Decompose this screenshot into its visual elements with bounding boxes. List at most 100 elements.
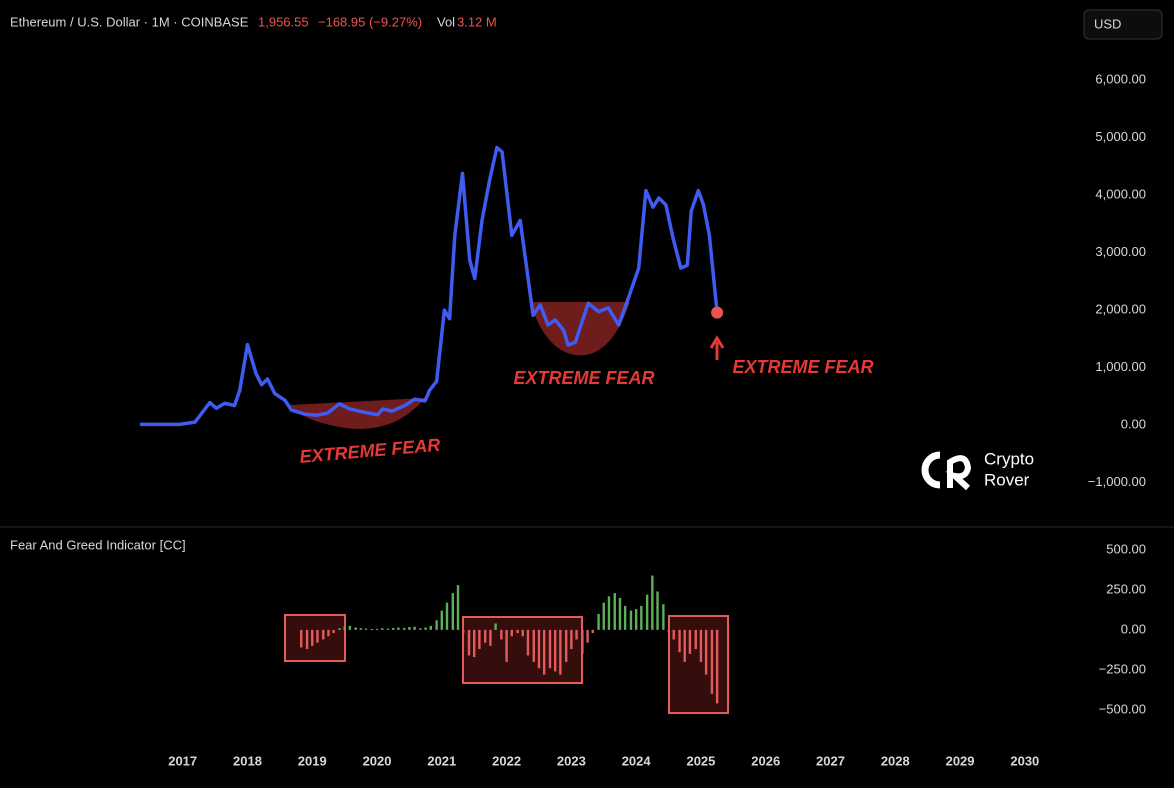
bar: [613, 593, 616, 630]
bar: [570, 629, 573, 650]
bar: [516, 629, 519, 634]
bar: [602, 602, 605, 630]
bar: [472, 629, 476, 658]
watermark: Crypto: [984, 449, 1034, 468]
bar: [694, 629, 697, 650]
bar: [537, 629, 541, 669]
bar: [656, 591, 659, 630]
bar: [688, 629, 692, 654]
bar: [559, 629, 562, 675]
x-tick-label: 2026: [751, 753, 780, 768]
bar: [489, 629, 492, 646]
y-tick-label: 250.00: [1106, 581, 1146, 596]
bar: [327, 629, 330, 637]
currency[interactable]: USD: [1094, 16, 1121, 31]
bar: [403, 627, 406, 630]
bar: [338, 628, 341, 630]
logo: [921, 451, 972, 491]
bar: [332, 629, 335, 634]
extreme-fear-shapes: [284, 302, 729, 714]
bar: [667, 629, 670, 632]
bar: [359, 628, 363, 630]
bar: [413, 626, 416, 630]
bar: [564, 629, 568, 662]
x-tick-label: 2019: [298, 753, 327, 768]
bar: [586, 629, 589, 643]
bar: [419, 628, 422, 630]
bar: [354, 627, 357, 630]
bar: [662, 604, 665, 630]
bar: [316, 629, 319, 643]
bar: [445, 602, 449, 630]
bar: [640, 605, 643, 630]
bar: [343, 626, 346, 630]
bar: [699, 629, 703, 662]
fear-zone: [290, 398, 425, 429]
bar: [370, 629, 374, 631]
bar: [305, 629, 309, 650]
y-tick-label: 6,000.00: [1095, 72, 1146, 87]
bar: [364, 628, 368, 630]
currency-button[interactable]: [1083, 9, 1163, 40]
bar: [435, 620, 438, 630]
bar: [683, 629, 686, 662]
bar: [553, 629, 557, 672]
bar: [618, 597, 622, 630]
bar: [392, 627, 395, 630]
price-line: [139, 145, 719, 427]
logo-icon: [921, 451, 941, 489]
y-tick-label: 5,000.00: [1095, 129, 1146, 144]
bar: [634, 609, 638, 630]
y-tick-label: −1,000.00: [1088, 474, 1146, 489]
indicator-title: Fear And Greed Indicator [CC]: [10, 537, 186, 552]
bar: [526, 629, 530, 656]
arrow: [709, 335, 725, 360]
fear-box: [462, 616, 583, 684]
y-tick-label: 4,000.00: [1095, 187, 1146, 202]
x-tick-label: 2028: [881, 753, 910, 768]
bar: [408, 626, 411, 630]
x-tick-label: 2022: [492, 753, 521, 768]
x-tick-label: 2018: [233, 753, 262, 768]
last-price-dot: [711, 306, 724, 319]
bar: [607, 596, 611, 630]
vol-label: Vol: [437, 14, 455, 29]
bar: [575, 629, 578, 640]
bar: [484, 629, 487, 643]
bar: [542, 629, 546, 675]
bar: [591, 629, 594, 634]
bar: [704, 629, 708, 675]
vol: 3.12 M: [457, 14, 497, 29]
bar: [629, 610, 633, 630]
x-tick-label: 2023: [557, 753, 586, 768]
watermark: Rover: [984, 470, 1030, 489]
bar: [597, 613, 600, 630]
bar: [429, 625, 432, 630]
x-tick-label: 2025: [686, 753, 715, 768]
bar: [440, 610, 444, 630]
bar: [645, 594, 649, 630]
bar: [500, 629, 503, 640]
bar: [478, 629, 481, 650]
bar: [581, 629, 584, 654]
y-tick-label: 0.00: [1121, 416, 1146, 431]
bar: [672, 629, 675, 640]
bar: [678, 629, 681, 653]
x-tick-label: 2017: [168, 753, 197, 768]
bar: [348, 625, 352, 630]
bar: [311, 629, 314, 646]
x-tick-label: 2020: [363, 753, 392, 768]
y-tick-label: 1,000.00: [1095, 359, 1146, 374]
x-tick-label: 2021: [427, 753, 456, 768]
x-tick-label: 2030: [1010, 753, 1039, 768]
annotation: EXTREME FEAR: [732, 357, 873, 377]
bar: [510, 629, 513, 637]
x-tick-label: 2027: [816, 753, 845, 768]
bar: [532, 629, 535, 662]
y-tick-label: 2,000.00: [1095, 302, 1146, 317]
bar: [623, 605, 627, 630]
bar: [300, 629, 303, 648]
bar: [456, 585, 460, 630]
bar: [548, 629, 552, 669]
